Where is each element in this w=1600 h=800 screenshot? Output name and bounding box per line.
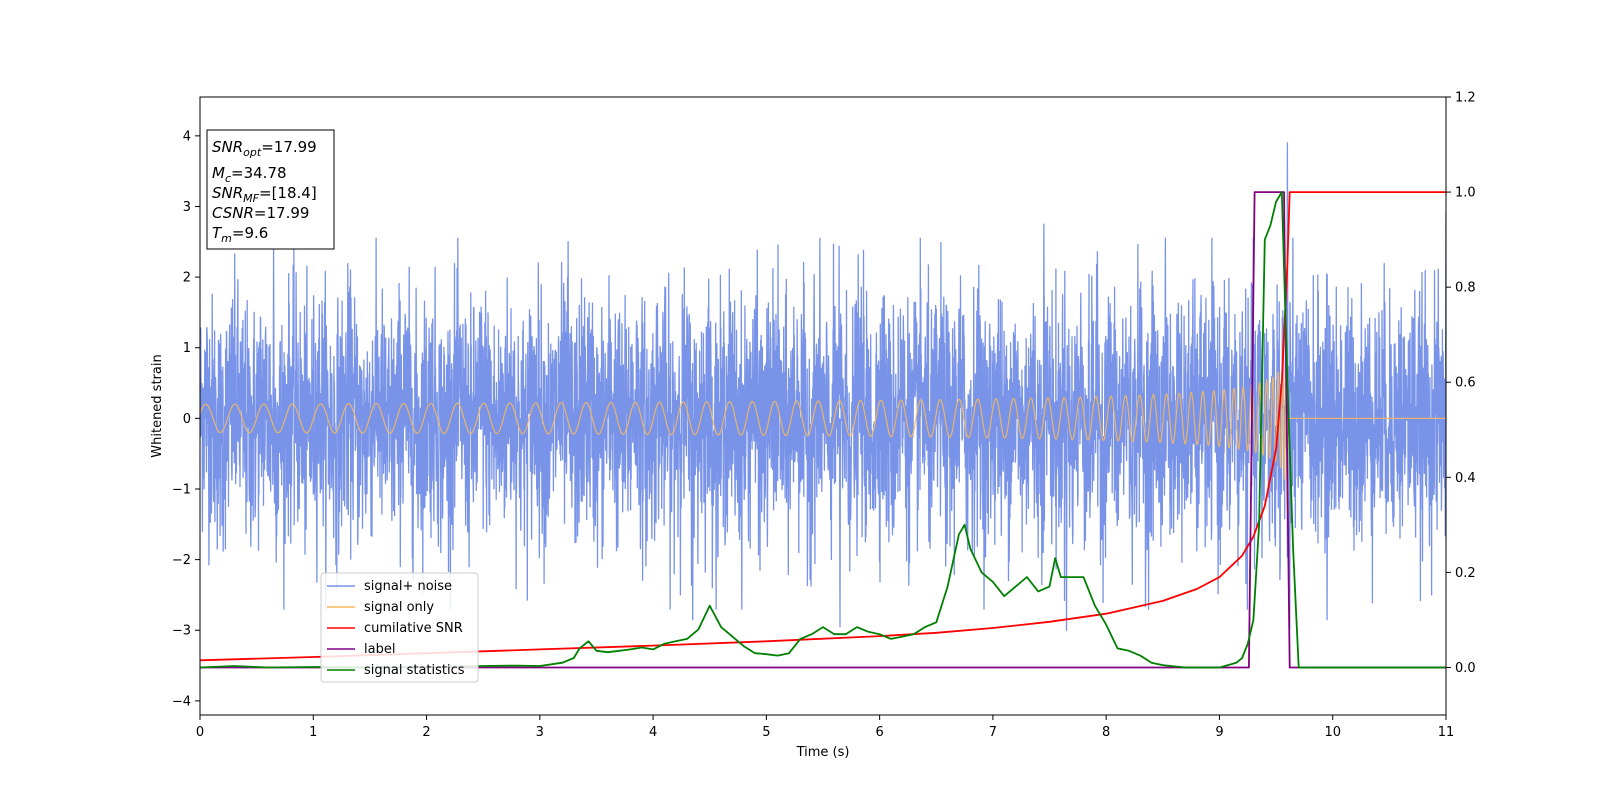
y-tick-label: 2 (183, 271, 191, 286)
y-tick-label: −1 (172, 482, 191, 497)
y-tick-label: 3 (183, 200, 191, 215)
series-cumulative-snr (200, 191, 1446, 662)
x-tick-label: 8 (1102, 725, 1110, 740)
x-tick-label: 1 (309, 725, 317, 740)
x-tick-label: 11 (1438, 725, 1455, 740)
y2-tick-label: 0.4 (1455, 471, 1476, 486)
plot-frame (199, 96, 1447, 716)
x-tick-label: 2 (422, 725, 430, 740)
y2-tick-label: 0.2 (1455, 566, 1476, 581)
series-signal-statistics (200, 191, 1446, 669)
x-tick-label: 6 (875, 725, 883, 740)
y2-tick-label: 1.0 (1455, 186, 1476, 201)
y2-tick-label: 0.8 (1455, 281, 1476, 296)
y-tick-label: 0 (183, 412, 191, 427)
x-tick-label: 0 (196, 725, 204, 740)
y-tick-label: 1 (183, 341, 191, 356)
info-snr-mf: SNRMF=[18.4] (212, 184, 317, 205)
y2-tick-label: 0.6 (1455, 376, 1476, 391)
y-tick-label: −2 (172, 553, 191, 568)
x-tick-label: 7 (989, 725, 997, 740)
x-tick-label: 9 (1215, 725, 1223, 740)
legend: signal+ noise signal only cumilative SNR… (320, 572, 479, 683)
legend-entry-cumulative-snr: cumilative SNR (364, 621, 463, 636)
y-tick-label: 4 (183, 129, 191, 144)
legend-entry-signal-only: signal only (364, 600, 434, 615)
info-csnr: CSNR=17.99 (212, 204, 309, 222)
x-tick-label: 3 (536, 725, 544, 740)
x-tick-label: 10 (1324, 725, 1341, 740)
x-axis: 0 1 2 3 4 5 6 7 8 9 10 11 (196, 715, 1454, 740)
x-tick-label: 4 (649, 725, 657, 740)
info-box: SNRopt=17.99 Mc=34.78 SNRMF=[18.4] CSNR=… (206, 129, 335, 250)
series-signal-only (200, 346, 1446, 515)
y-tick-label: −3 (172, 624, 191, 639)
legend-frame (320, 572, 479, 683)
y2-tick-label: 0.0 (1455, 661, 1476, 676)
info-mc: Mc=34.78 (212, 164, 287, 185)
info-box-frame (206, 129, 335, 250)
y-tick-label: −4 (172, 694, 191, 709)
y-axis-right: 0.0 0.2 0.4 0.6 0.8 1.0 1.2 (1446, 91, 1476, 676)
y-axis-label: Whitened strain (150, 354, 165, 457)
x-axis-label: Time (s) (796, 745, 850, 760)
legend-entry-label: label (364, 642, 395, 657)
legend-entry-signal-statistics: signal statistics (364, 663, 465, 678)
info-snr-opt: SNRopt=17.99 (212, 138, 317, 159)
x-tick-label: 5 (762, 725, 770, 740)
info-tm: Tm=9.6 (212, 224, 268, 245)
plot-area (200, 142, 1446, 669)
y2-tick-label: 1.2 (1455, 91, 1476, 106)
y-axis-left: −4 −3 −2 −1 0 1 2 3 4 (172, 129, 200, 709)
legend-entry-signal-noise: signal+ noise (364, 579, 452, 594)
